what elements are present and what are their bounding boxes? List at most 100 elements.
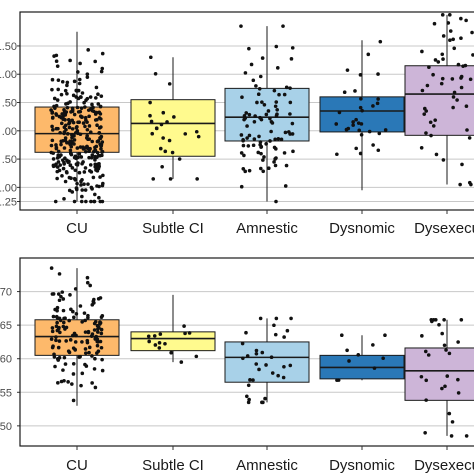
data-point: [53, 364, 57, 369]
data-point: [167, 138, 172, 143]
data-point: [88, 107, 93, 111]
data-point: [76, 70, 80, 74]
data-point: [70, 133, 74, 137]
data-point: [51, 164, 56, 169]
data-point: [378, 39, 383, 44]
data-point: [434, 152, 439, 157]
data-point: [57, 339, 62, 343]
panel-border: [19, 11, 474, 211]
data-point: [50, 111, 54, 115]
data-point: [71, 361, 76, 366]
data-point: [96, 349, 101, 354]
data-point: [163, 149, 168, 154]
data-point: [288, 132, 292, 136]
data-point: [64, 102, 68, 106]
data-point: [57, 168, 62, 173]
data-point: [442, 343, 447, 348]
data-point: [258, 74, 263, 79]
data-point: [56, 327, 61, 331]
data-point: [242, 153, 246, 158]
data-point: [64, 325, 69, 330]
data-point: [423, 431, 427, 435]
data-point: [78, 61, 82, 66]
x-tick-label: Dysnomic: [329, 457, 395, 474]
data-point: [56, 292, 61, 296]
data-point: [451, 95, 456, 99]
data-point: [283, 184, 288, 188]
data-point: [56, 153, 60, 158]
data-point: [260, 100, 264, 104]
data-point: [429, 133, 433, 138]
data-point: [74, 162, 79, 167]
data-point: [74, 187, 79, 192]
box-body: [130, 331, 216, 352]
data-point: [60, 174, 64, 178]
data-point: [179, 360, 184, 364]
data-point: [84, 118, 88, 122]
data-point: [358, 73, 363, 77]
data-point: [264, 363, 268, 367]
data-point: [460, 162, 464, 167]
data-point: [90, 187, 94, 191]
data-point: [99, 331, 104, 336]
data-point: [68, 338, 73, 342]
data-point: [276, 373, 280, 378]
data-point: [288, 86, 292, 90]
data-point: [240, 341, 245, 346]
data-point: [90, 354, 94, 358]
data-point: [251, 78, 256, 83]
data-point: [97, 162, 101, 166]
data-point: [148, 100, 152, 105]
data-point: [72, 79, 77, 84]
box-cu: [34, 31, 120, 204]
data-point: [148, 113, 152, 118]
data-point: [425, 83, 430, 88]
data-point: [424, 378, 429, 383]
data-point: [360, 108, 364, 113]
data-point: [89, 170, 94, 174]
data-point: [68, 293, 72, 297]
data-point: [67, 125, 72, 130]
data-point: [99, 117, 103, 121]
data-point: [152, 334, 157, 338]
data-point: [444, 348, 448, 352]
data-point: [183, 331, 187, 336]
data-point: [456, 62, 461, 67]
data-point: [62, 109, 67, 114]
data-point: [359, 96, 363, 101]
data-point: [76, 155, 80, 160]
data-point: [72, 112, 77, 117]
box-body: [130, 99, 216, 157]
data-point: [269, 129, 273, 134]
data-point: [375, 101, 380, 106]
data-point: [68, 139, 72, 144]
data-point: [71, 309, 75, 314]
data-point: [342, 90, 347, 95]
data-point: [85, 275, 90, 280]
y-tick-label: 70: [0, 287, 12, 299]
data-point: [98, 320, 102, 325]
data-point: [275, 107, 279, 112]
data-point: [100, 368, 105, 373]
data-point: [67, 121, 71, 126]
data-point: [419, 145, 424, 150]
data-point: [70, 382, 74, 386]
data-point: [440, 13, 445, 17]
data-point: [96, 297, 101, 301]
data-point: [367, 129, 372, 134]
box-body: [224, 341, 310, 383]
data-point: [92, 301, 96, 305]
data-point: [449, 434, 454, 438]
data-point: [58, 130, 62, 135]
data-point: [160, 164, 164, 169]
data-point: [67, 175, 72, 180]
data-point: [77, 81, 82, 86]
data-point: [63, 123, 68, 128]
data-point: [83, 149, 88, 154]
data-point: [276, 137, 281, 141]
data-point: [245, 136, 249, 140]
data-point: [241, 143, 246, 148]
data-point: [153, 343, 158, 347]
data-point: [81, 121, 86, 125]
data-point: [252, 119, 257, 124]
